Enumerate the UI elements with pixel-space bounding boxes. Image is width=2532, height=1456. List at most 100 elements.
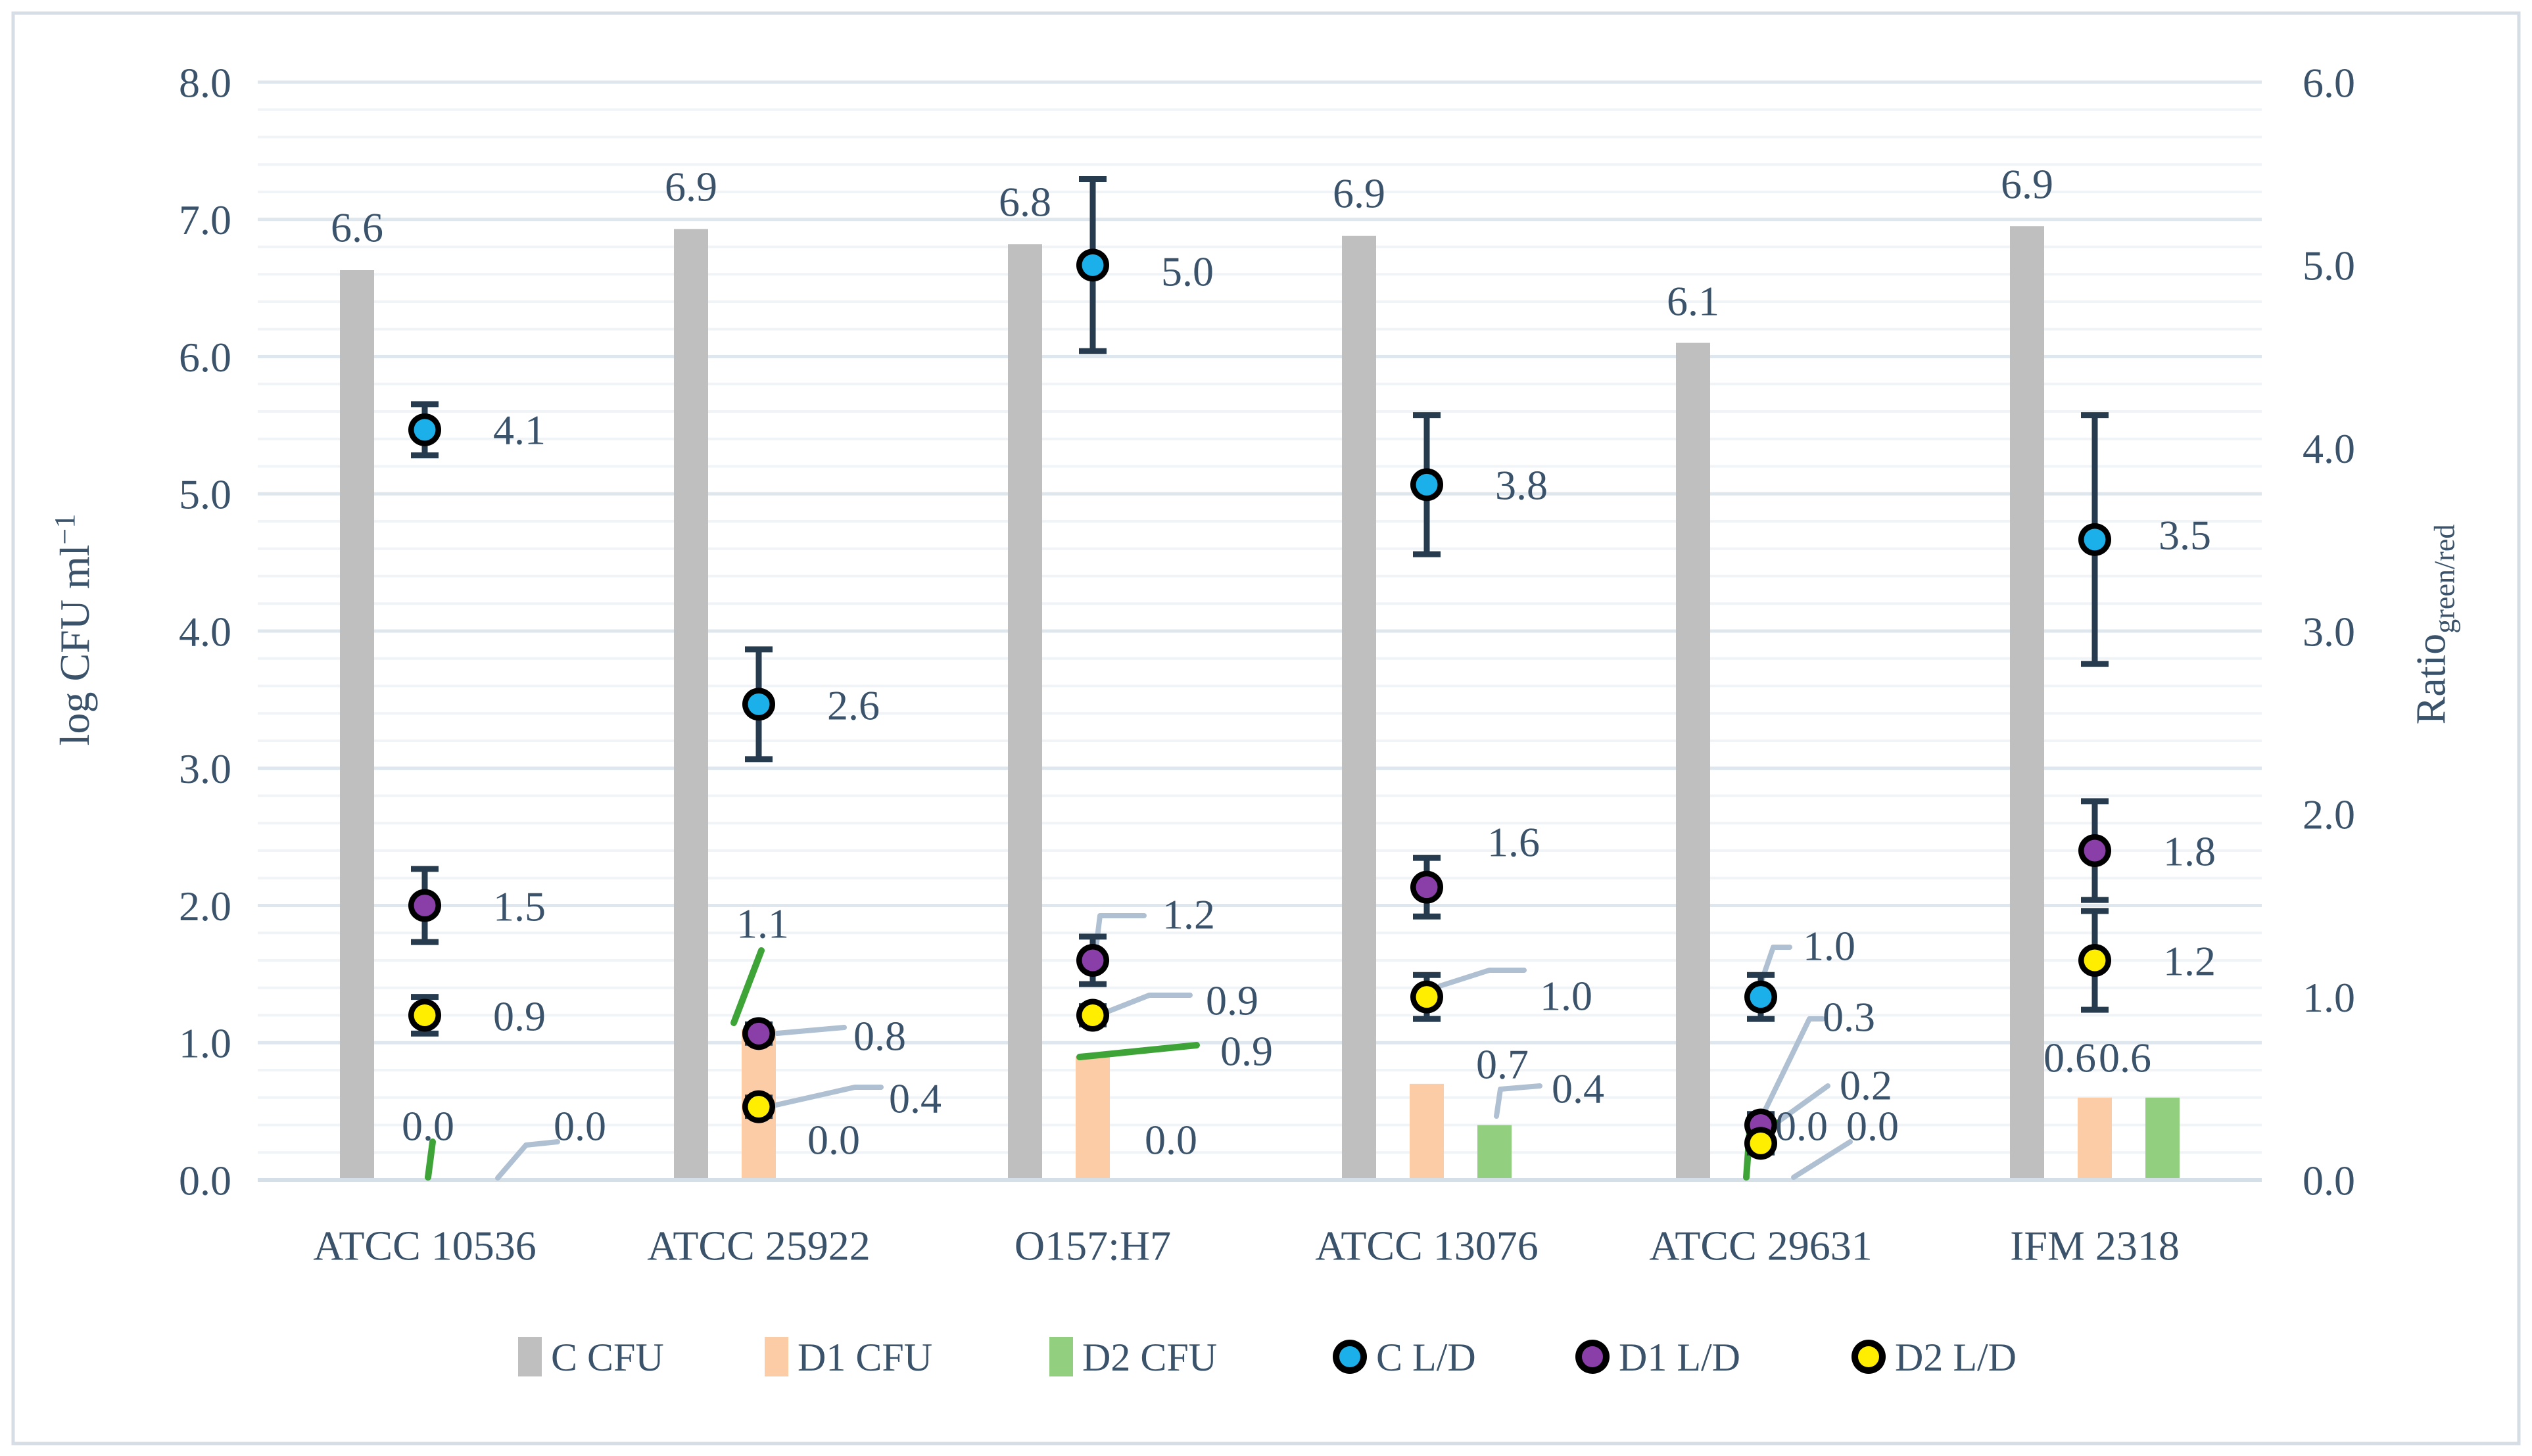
data-label: 6.1 (1667, 277, 1719, 324)
legend-item-c-l-d-label: C L/D (1376, 1336, 1476, 1379)
dot-c-l-d-4 (1416, 473, 1438, 496)
dot-c-l-d-3 (1082, 254, 1104, 276)
dot-d1-l-d-2 (748, 1022, 770, 1045)
bar-c-cfu-5 (1676, 342, 1710, 1180)
data-label: 0.3 (1823, 993, 1875, 1040)
category-label: O157:H7 (1015, 1222, 1171, 1269)
legend-item-d1-cfu-swatch (765, 1337, 788, 1376)
data-label: 0.8 (853, 1012, 906, 1059)
data-label: 6.9 (665, 163, 717, 210)
data-label: 2.6 (827, 682, 880, 728)
dot-d1-l-d-1 (414, 895, 436, 916)
gray-leader-line (771, 1085, 884, 1108)
dot-d1-l-d-6 (2084, 839, 2106, 862)
data-label: 1.6 (1487, 818, 1540, 865)
data-label: 0.0 (554, 1102, 606, 1149)
dot-c-l-d-2 (748, 693, 770, 715)
left-axis-title-superscript: −1 (48, 513, 81, 545)
left-axis-tick: 5.0 (179, 471, 231, 518)
data-label: 0.9 (493, 993, 546, 1039)
dot-d2-l-d-1 (414, 1004, 436, 1026)
left-axis-title-text: log CFU ml (51, 544, 99, 746)
data-label: 0.0 (807, 1116, 860, 1163)
left-axis-tick: 0.0 (179, 1157, 231, 1204)
data-label: 1.0 (1803, 922, 1855, 969)
dot-d2-l-d-4 (1416, 986, 1438, 1008)
bar-d1-cfu-3 (1076, 1056, 1110, 1180)
data-label: 0.0 (1775, 1102, 1828, 1149)
data-label: 0.4 (1552, 1065, 1604, 1112)
data-label: 0.0 (1145, 1116, 1197, 1163)
right-axis-tick: 2.0 (2303, 791, 2355, 838)
figure-border (11, 11, 2521, 1445)
data-label: 0.9 (1220, 1027, 1273, 1074)
data-label: 3.5 (2159, 511, 2211, 558)
gray-leader-line (775, 1025, 847, 1036)
gray-leader-line (1437, 968, 1527, 989)
right-axis-title: Ratiogreen/red (2407, 525, 2462, 725)
right-axis-tick: 3.0 (2303, 608, 2355, 655)
left-axis-tick: 8.0 (179, 59, 231, 106)
legend-item-c-cfu-swatch (518, 1337, 542, 1376)
bar-c-cfu-4 (1342, 235, 1376, 1180)
bar-c-cfu-2 (674, 229, 708, 1180)
dot-d2-l-d-3 (1082, 1004, 1104, 1026)
legend-item-d2-l-d-label: D2 L/D (1895, 1336, 2017, 1379)
bar-c-cfu-6 (2010, 226, 2044, 1180)
left-axis-tick: 2.0 (179, 883, 231, 929)
bar-c-cfu-1 (340, 270, 374, 1180)
dot-d1-l-d-3 (1082, 949, 1104, 972)
data-label: 1.2 (1162, 891, 1215, 937)
bar-d2-cfu-4 (1477, 1125, 1512, 1180)
data-label: 3.8 (1495, 461, 1548, 508)
gray-leader-line (1791, 1139, 1853, 1180)
legend-item-d1-l-d-label: D1 L/D (1619, 1336, 1740, 1379)
data-label: 6.8 (999, 178, 1051, 225)
left-axis-tick: 4.0 (179, 608, 231, 655)
gray-leader-line (1093, 913, 1147, 956)
data-label: 6.9 (1333, 170, 1385, 216)
right-axis-tick: 5.0 (2303, 243, 2355, 289)
data-label: 4.1 (493, 406, 546, 453)
data-label: 0.7 (1476, 1041, 1529, 1087)
dot-d1-l-d-4 (1416, 876, 1438, 899)
right-axis-tick: 1.0 (2303, 974, 2355, 1021)
data-label: 1.2 (2163, 937, 2216, 984)
data-label: 1.0 (1540, 972, 1592, 1019)
dot-c-l-d-6 (2084, 528, 2106, 551)
data-label: 6.9 (2001, 160, 2053, 207)
legend-item-d2-l-d-swatch (1858, 1346, 1879, 1367)
category-label: IFM 2318 (2010, 1222, 2180, 1269)
bar-d1-cfu-6 (2078, 1097, 2112, 1180)
dot-d2-l-d-5 (1750, 1132, 1772, 1154)
data-label: 0.0 (402, 1102, 454, 1149)
green-leader-line (1076, 1042, 1200, 1060)
data-label: 1.8 (2163, 828, 2216, 874)
gray-leader-line (1762, 1016, 1825, 1114)
dot-c-l-d-1 (414, 419, 436, 441)
legend-item-d1-cfu-label: D1 CFU (798, 1336, 932, 1379)
right-axis-tick: 4.0 (2303, 425, 2355, 472)
category-label: ATCC 25922 (647, 1222, 871, 1269)
data-label: 0.0 (1846, 1102, 1899, 1149)
category-label: ATCC 10536 (313, 1222, 537, 1269)
data-label: 0.6 (2043, 1034, 2096, 1081)
data-label: 1.5 (493, 883, 546, 929)
left-axis-tick: 1.0 (179, 1020, 231, 1067)
legend-item-c-l-d-swatch (1339, 1346, 1360, 1367)
right-axis-tick: 0.0 (2303, 1157, 2355, 1204)
right-axis-title-subscript: green/red (2428, 524, 2461, 634)
data-label: 0.2 (1840, 1062, 1892, 1108)
data-label: 5.0 (1161, 248, 1214, 294)
gray-leader-line (1103, 993, 1193, 1015)
green-leader-line (730, 947, 765, 1026)
gray-leader-line (1494, 1083, 1542, 1119)
data-label: 0.9 (1206, 977, 1258, 1023)
left-axis-tick: 7.0 (179, 197, 231, 243)
dot-c-l-d-5 (1750, 986, 1772, 1008)
data-label: 0.6 (2099, 1034, 2151, 1081)
legend-item-d1-l-d-swatch (1582, 1346, 1603, 1367)
left-axis-title: log CFU ml−1 (48, 514, 99, 746)
gray-leader-line (495, 1139, 560, 1181)
